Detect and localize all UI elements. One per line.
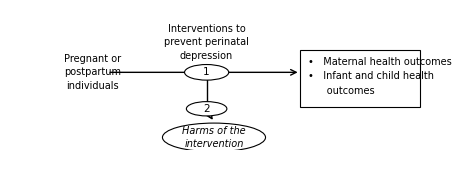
Ellipse shape	[162, 123, 266, 152]
FancyBboxPatch shape	[301, 50, 420, 107]
Text: Pregnant or
postpartum
individuals: Pregnant or postpartum individuals	[64, 54, 121, 91]
Text: •   Maternal health outcomes
•   Infant and child health
      outcomes: • Maternal health outcomes • Infant and …	[308, 57, 452, 95]
Text: Harms of the
intervention: Harms of the intervention	[182, 126, 246, 149]
Text: 1: 1	[203, 67, 210, 77]
Circle shape	[186, 102, 227, 116]
Text: 2: 2	[203, 104, 210, 114]
Circle shape	[184, 65, 229, 80]
Text: Interventions to
prevent perinatal
depression: Interventions to prevent perinatal depre…	[164, 24, 249, 61]
